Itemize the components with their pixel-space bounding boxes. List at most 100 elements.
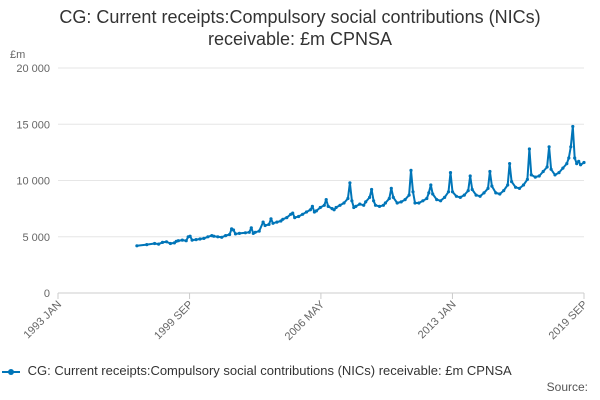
data-point[interactable] (257, 229, 261, 233)
data-point[interactable] (373, 203, 378, 207)
data-point[interactable] (573, 156, 577, 160)
data-point[interactable] (425, 196, 429, 201)
data-point[interactable] (212, 234, 216, 238)
data-point[interactable] (362, 203, 366, 207)
data-point[interactable] (342, 201, 346, 205)
data-point[interactable] (431, 192, 435, 196)
data-point[interactable] (184, 239, 188, 243)
data-point[interactable] (160, 240, 165, 244)
data-point[interactable] (549, 167, 553, 171)
data-point[interactable] (135, 244, 139, 248)
data-point[interactable] (180, 238, 184, 242)
data-point[interactable] (304, 210, 309, 214)
data-point[interactable] (267, 222, 271, 226)
data-point[interactable] (545, 165, 549, 169)
data-point[interactable] (383, 201, 387, 205)
data-point[interactable] (332, 208, 336, 212)
data-point[interactable] (231, 228, 236, 232)
data-point[interactable] (370, 187, 374, 192)
data-point[interactable] (253, 230, 257, 234)
data-point[interactable] (510, 180, 514, 184)
data-point[interactable] (448, 171, 453, 175)
data-point[interactable] (176, 239, 180, 243)
data-point[interactable] (318, 205, 322, 210)
data-point[interactable] (427, 191, 431, 195)
data-point[interactable] (454, 194, 458, 198)
data-point[interactable] (261, 220, 265, 224)
data-point[interactable] (478, 194, 482, 198)
data-point[interactable] (533, 175, 537, 179)
data-point[interactable] (249, 226, 253, 230)
data-point[interactable] (391, 195, 395, 199)
data-point[interactable] (354, 204, 358, 208)
data-point[interactable] (198, 237, 202, 241)
data-point[interactable] (202, 236, 206, 240)
data-point[interactable] (411, 190, 415, 194)
data-point[interactable] (237, 231, 241, 235)
data-point[interactable] (285, 216, 289, 220)
data-point[interactable] (269, 217, 273, 221)
data-point[interactable] (293, 216, 297, 220)
data-point[interactable] (446, 190, 451, 194)
data-point[interactable] (462, 193, 466, 197)
data-point[interactable] (557, 171, 561, 175)
data-point[interactable] (190, 238, 194, 242)
data-point[interactable] (308, 208, 312, 212)
data-point[interactable] (247, 230, 251, 234)
data-point[interactable] (553, 173, 557, 177)
data-point[interactable] (527, 147, 532, 151)
data-point[interactable] (275, 220, 279, 224)
data-point[interactable] (541, 169, 545, 174)
data-point[interactable] (439, 199, 443, 203)
data-point[interactable] (271, 221, 275, 225)
data-point[interactable] (153, 241, 157, 246)
data-point[interactable] (206, 235, 210, 239)
data-point[interactable] (387, 196, 391, 201)
data-point[interactable] (514, 185, 518, 189)
data-point[interactable] (368, 195, 372, 199)
data-point[interactable] (565, 162, 569, 166)
data-point[interactable] (372, 199, 376, 203)
data-point[interactable] (263, 223, 267, 228)
data-point[interactable] (470, 187, 474, 192)
data-point[interactable] (561, 166, 565, 170)
data-point[interactable] (547, 145, 551, 149)
data-point[interactable] (350, 199, 354, 203)
data-point[interactable] (466, 189, 470, 193)
data-point[interactable] (450, 190, 455, 194)
data-point[interactable] (188, 234, 192, 238)
data-point[interactable] (310, 204, 314, 208)
data-point[interactable] (521, 183, 526, 187)
data-point[interactable] (377, 204, 382, 208)
data-point[interactable] (508, 162, 512, 166)
data-point[interactable] (301, 212, 305, 216)
data-point[interactable] (346, 196, 350, 201)
data-point[interactable] (409, 168, 413, 172)
data-point[interactable] (395, 201, 399, 205)
data-point[interactable] (168, 241, 172, 246)
data-point[interactable] (164, 240, 169, 244)
data-point[interactable] (488, 169, 492, 174)
data-point[interactable] (413, 201, 417, 205)
data-point[interactable] (314, 209, 318, 213)
data-point[interactable] (577, 159, 581, 163)
data-point[interactable] (537, 174, 541, 178)
data-point[interactable] (421, 199, 425, 203)
data-point[interactable] (220, 235, 224, 239)
data-point[interactable] (145, 243, 149, 247)
data-point[interactable] (233, 232, 238, 236)
data-point[interactable] (529, 173, 533, 177)
data-point[interactable] (502, 189, 506, 193)
data-point[interactable] (567, 156, 571, 160)
data-point[interactable] (228, 232, 232, 237)
data-point[interactable] (571, 124, 575, 129)
data-point[interactable] (224, 234, 228, 238)
data-point[interactable] (517, 186, 522, 190)
data-point[interactable] (399, 200, 403, 204)
data-point[interactable] (326, 204, 330, 208)
data-point[interactable] (157, 242, 161, 246)
data-point[interactable] (334, 205, 338, 210)
legend[interactable]: CG: Current receipts:Compulsory social c… (2, 363, 512, 378)
data-point[interactable] (579, 163, 583, 167)
data-point[interactable] (486, 186, 490, 190)
